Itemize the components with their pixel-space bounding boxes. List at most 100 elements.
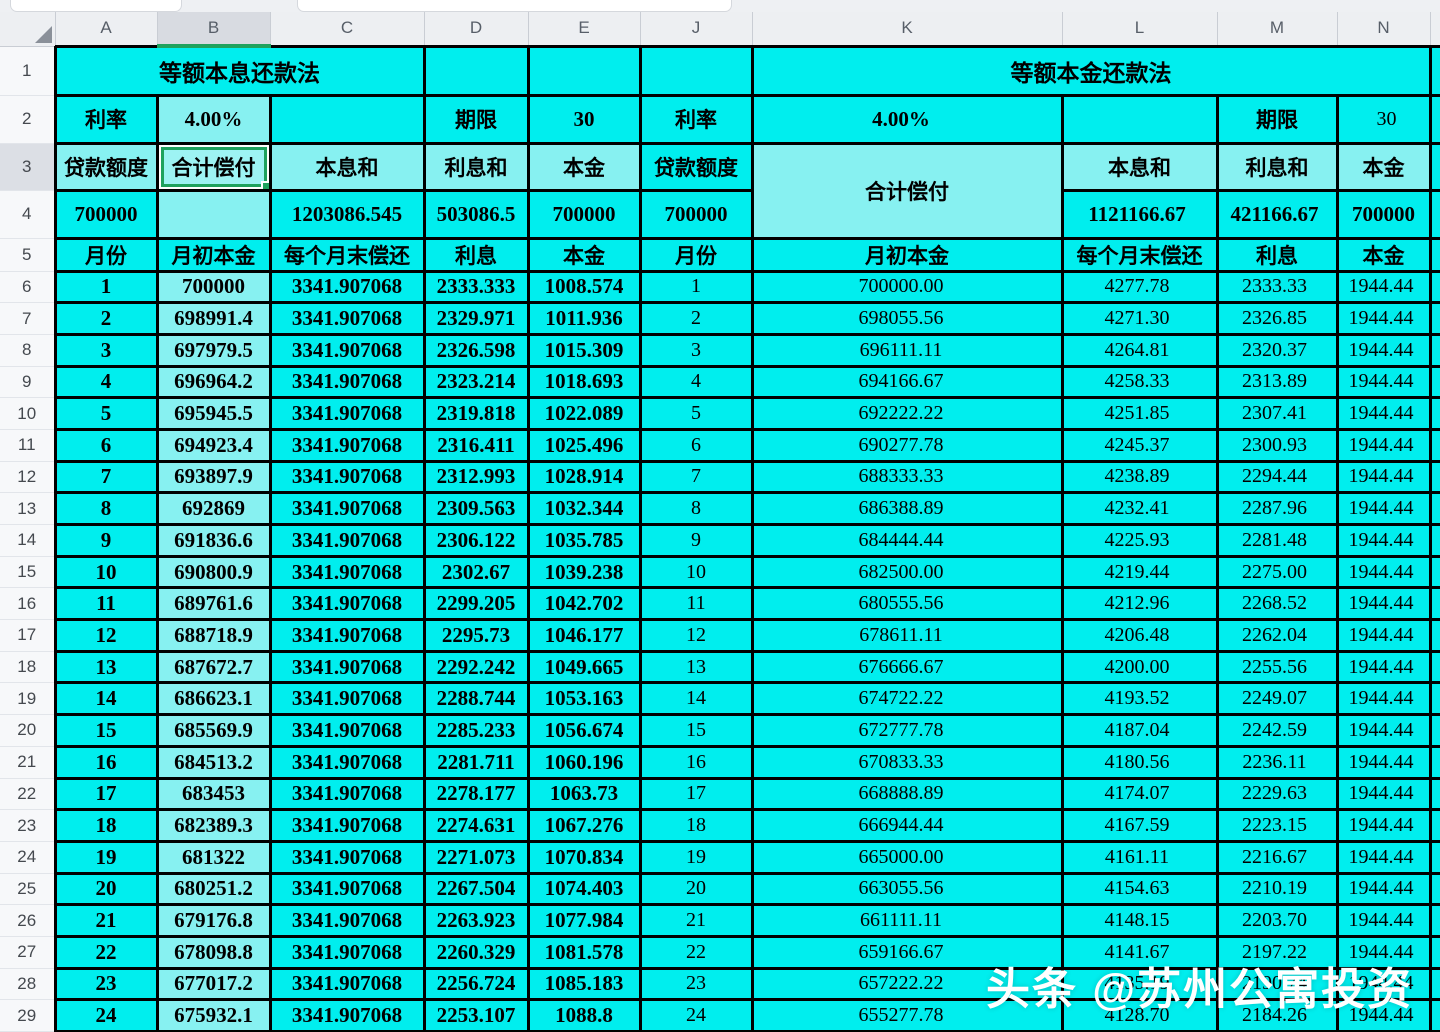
- cell[interactable]: 1025.496: [526, 427, 642, 463]
- cell[interactable]: 15: [53, 713, 159, 748]
- cell[interactable]: 1944.44: [1335, 301, 1432, 336]
- cell[interactable]: 689761.6: [155, 586, 272, 622]
- cell[interactable]: 15: [638, 713, 754, 748]
- row-header-20[interactable]: 20: [0, 714, 56, 747]
- cell[interactable]: 1018.693: [526, 364, 642, 400]
- row-header-16[interactable]: 16: [0, 587, 56, 621]
- cell[interactable]: 2300.93: [1215, 427, 1339, 463]
- cell[interactable]: 14: [53, 681, 159, 717]
- row-header-2[interactable]: 2: [0, 95, 56, 144]
- name-box[interactable]: [10, 0, 182, 12]
- left-balance-header[interactable]: 月初本金: [155, 236, 272, 273]
- cell[interactable]: 11: [53, 586, 159, 622]
- cell[interactable]: 2267.504: [422, 871, 530, 907]
- right-pi-total[interactable]: 1121166.67: [1060, 188, 1219, 240]
- row-header-7[interactable]: 7: [0, 302, 56, 335]
- cell[interactable]: 19: [53, 839, 159, 875]
- cell[interactable]: 3341.907068: [268, 903, 426, 938]
- cell[interactable]: 1944.44: [1335, 681, 1432, 717]
- row-header-28[interactable]: 28: [0, 968, 56, 1001]
- cell[interactable]: 3341.907068: [268, 649, 426, 685]
- left-principal-label[interactable]: 本金: [526, 141, 642, 192]
- row-header-29[interactable]: 29: [0, 999, 56, 1032]
- cell[interactable]: 8: [53, 491, 159, 526]
- col-header-D[interactable]: D: [424, 12, 529, 47]
- row-header-17[interactable]: 17: [0, 619, 56, 652]
- cell[interactable]: 2295.73: [422, 618, 530, 653]
- row-header-21[interactable]: 21: [0, 746, 56, 779]
- cell[interactable]: 1944.44: [1335, 966, 1432, 1002]
- cell[interactable]: 4135.19: [1060, 966, 1219, 1002]
- cell[interactable]: 3341.907068: [268, 966, 426, 1002]
- cell[interactable]: 7: [53, 459, 159, 495]
- cell[interactable]: 12: [638, 618, 754, 653]
- right-month-header[interactable]: 月份: [638, 236, 754, 273]
- cell[interactable]: 4154.63: [1060, 871, 1219, 907]
- cell[interactable]: [638, 44, 754, 97]
- right-loan-label[interactable]: 贷款额度: [638, 141, 754, 192]
- right-total-label[interactable]: 合计偿付: [750, 141, 1064, 240]
- cell[interactable]: 1944.44: [1335, 491, 1432, 526]
- cell[interactable]: 1944.44: [1335, 586, 1432, 622]
- cell[interactable]: 2320.37: [1215, 332, 1339, 368]
- cell[interactable]: 3341.907068: [268, 808, 426, 843]
- cell[interactable]: 666944.44: [750, 808, 1064, 843]
- cell[interactable]: 1022.089: [526, 396, 642, 431]
- cell[interactable]: 2203.70: [1215, 903, 1339, 938]
- cell[interactable]: 2326.85: [1215, 301, 1339, 336]
- cell[interactable]: 691836.6: [155, 523, 272, 558]
- right-balance-header[interactable]: 月初本金: [750, 236, 1064, 273]
- cell[interactable]: 17: [638, 776, 754, 812]
- cell[interactable]: 3341.907068: [268, 713, 426, 748]
- row-header-18[interactable]: 18: [0, 651, 56, 684]
- cell[interactable]: 2287.96: [1215, 491, 1339, 526]
- cell[interactable]: 698055.56: [750, 301, 1064, 336]
- cell[interactable]: 2278.177: [422, 776, 530, 812]
- row-header-22[interactable]: 22: [0, 778, 56, 811]
- row-header-11[interactable]: 11: [0, 429, 56, 462]
- cell[interactable]: 18: [638, 808, 754, 843]
- cell[interactable]: 2323.214: [422, 364, 530, 400]
- cell[interactable]: 1944.44: [1335, 649, 1432, 685]
- cell[interactable]: 663055.56: [750, 871, 1064, 907]
- right-rate-value[interactable]: 4.00%: [750, 93, 1064, 145]
- cell[interactable]: 694166.67: [750, 364, 1064, 400]
- cell[interactable]: 2249.07: [1215, 681, 1339, 717]
- cell[interactable]: 1944.44: [1335, 459, 1432, 495]
- cell[interactable]: 676666.67: [750, 649, 1064, 685]
- cell[interactable]: 3341.907068: [268, 332, 426, 368]
- cell[interactable]: 1944.44: [1335, 903, 1432, 938]
- cell[interactable]: 661111.11: [750, 903, 1064, 938]
- cell[interactable]: 3: [638, 332, 754, 368]
- cell[interactable]: 3341.907068: [268, 364, 426, 400]
- cell[interactable]: 3341.907068: [268, 427, 426, 463]
- cell[interactable]: 4206.48: [1060, 618, 1219, 653]
- cell[interactable]: 13: [638, 649, 754, 685]
- cell[interactable]: 2312.993: [422, 459, 530, 495]
- cell[interactable]: 4161.11: [1060, 839, 1219, 875]
- cell[interactable]: 700000.00: [750, 269, 1064, 305]
- cell[interactable]: 18: [53, 808, 159, 843]
- cell[interactable]: 2319.818: [422, 396, 530, 431]
- col-header-J[interactable]: J: [640, 12, 753, 47]
- cell[interactable]: 4264.81: [1060, 332, 1219, 368]
- row-header-19[interactable]: 19: [0, 682, 56, 716]
- cell[interactable]: 1088.8: [526, 998, 642, 1032]
- cell[interactable]: 686623.1: [155, 681, 272, 717]
- cell[interactable]: 2326.598: [422, 332, 530, 368]
- cell[interactable]: 7: [638, 459, 754, 495]
- row-header-5[interactable]: 5: [0, 238, 56, 272]
- cell[interactable]: [422, 44, 530, 97]
- cell[interactable]: 1011.936: [526, 301, 642, 336]
- cell[interactable]: 20: [53, 871, 159, 907]
- cell[interactable]: 1944.44: [1335, 269, 1432, 305]
- cell[interactable]: 1944.44: [1335, 364, 1432, 400]
- cell[interactable]: 678098.8: [155, 934, 272, 970]
- cell[interactable]: 3341.907068: [268, 871, 426, 907]
- cell[interactable]: 2306.122: [422, 523, 530, 558]
- cell[interactable]: 8: [638, 491, 754, 526]
- cell[interactable]: 2275.00: [1215, 554, 1339, 590]
- cell[interactable]: 3341.907068: [268, 839, 426, 875]
- cell[interactable]: 677017.2: [155, 966, 272, 1002]
- cell[interactable]: 2313.89: [1215, 364, 1339, 400]
